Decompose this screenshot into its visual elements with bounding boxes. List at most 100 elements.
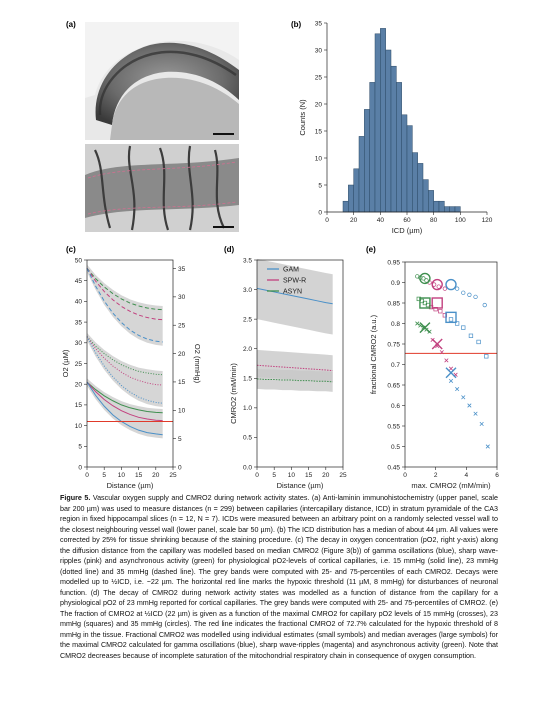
data-point-small bbox=[479, 421, 484, 427]
y-axis-title: fractional CMRO2 (a.u.) bbox=[369, 314, 378, 394]
x-tick-label: 80 bbox=[430, 217, 438, 224]
plot-frame bbox=[256, 259, 344, 468]
data-point-small bbox=[467, 403, 472, 408]
percentile-band bbox=[87, 332, 163, 407]
data-point-small bbox=[473, 411, 478, 416]
panel-label-e: (e) bbox=[366, 245, 376, 254]
data-point-median bbox=[419, 322, 431, 334]
x-axis-title: Distance (µm) bbox=[277, 481, 324, 490]
x-tick-label: 2 bbox=[434, 472, 438, 479]
y-tick-label: 40 bbox=[75, 299, 83, 306]
x-tick-label: 0 bbox=[325, 217, 329, 224]
legend-label: SPW-R bbox=[283, 278, 306, 285]
data-point-median bbox=[419, 272, 431, 285]
data-point-small bbox=[461, 395, 466, 400]
histogram-bar bbox=[396, 82, 402, 213]
histogram-bar bbox=[454, 206, 461, 213]
y-tick-label: 30 bbox=[315, 47, 323, 54]
y-tick-label: 35 bbox=[315, 20, 323, 27]
oxygen-curve bbox=[86, 268, 163, 321]
histogram-bar bbox=[428, 190, 434, 213]
figure-canvas: (a) (b) 0 20 40 60 80 100 12005101520253035ICD… bbox=[61, 20, 499, 490]
histogram-bar bbox=[380, 28, 386, 213]
y2-tick-label: 0 bbox=[178, 464, 182, 471]
histogram-bar bbox=[438, 200, 445, 213]
oxygen-curve bbox=[86, 381, 163, 422]
y-tick-label: 0.45 bbox=[387, 464, 400, 471]
data-point-small bbox=[454, 321, 460, 326]
data-point-small bbox=[467, 292, 472, 297]
x-tick-label: 6 bbox=[495, 472, 499, 479]
y-tick-label: 0.85 bbox=[387, 300, 400, 307]
data-point-small bbox=[438, 309, 443, 314]
panel-label-c: (c) bbox=[66, 245, 76, 254]
y-tick-label: 5 bbox=[318, 182, 322, 189]
y-tick-label: 15 bbox=[75, 402, 83, 409]
fractional-cmro2-chart: 0 2 4 6 0.45 0.5 0.55 0.6 0.65 0.7 0.75 0.8 0.85 0.9 0… bbox=[369, 259, 499, 490]
y-tick-label: 0.75 bbox=[387, 341, 400, 348]
plot-frame bbox=[404, 261, 498, 468]
x-tick-label: 5 bbox=[272, 472, 276, 479]
histogram-bar bbox=[444, 206, 450, 213]
y-tick-label: 0.7 bbox=[391, 362, 400, 369]
oxygen-curve bbox=[86, 336, 163, 404]
y-tick-label: 3.0 bbox=[243, 287, 252, 294]
y-tick-label: 20 bbox=[315, 101, 323, 108]
x-tick-label: 0 bbox=[403, 472, 407, 479]
histogram-bar bbox=[348, 184, 354, 213]
x-tick-label: 60 bbox=[403, 217, 411, 224]
x-tick-label: 0 bbox=[85, 472, 89, 479]
y-tick-label: 1.5 bbox=[243, 376, 252, 383]
data-point-median bbox=[445, 278, 457, 291]
y-tick-label: 15 bbox=[315, 128, 323, 135]
x-tick-label: 15 bbox=[305, 472, 313, 479]
data-point-small bbox=[448, 317, 454, 322]
data-point-small bbox=[448, 366, 454, 371]
oxygen-curve bbox=[86, 336, 163, 376]
data-point-median bbox=[445, 311, 457, 324]
data-point-small bbox=[461, 325, 466, 330]
histogram-bar bbox=[342, 200, 349, 213]
panel-label-a: (a) bbox=[66, 20, 76, 29]
y2-tick-label: 35 bbox=[178, 266, 186, 273]
x-tick-label: 15 bbox=[135, 472, 143, 479]
y-tick-label: 20 bbox=[75, 382, 83, 389]
y-tick-label: 0.0 bbox=[243, 464, 252, 471]
x-tick-label: 5 bbox=[102, 472, 106, 479]
x-tick-label: 20 bbox=[152, 472, 160, 479]
micrograph-upper bbox=[85, 22, 240, 140]
x-tick-label: 0 bbox=[255, 472, 259, 479]
y-tick-label: 0 bbox=[78, 464, 82, 471]
y-tick-label: 10 bbox=[75, 423, 83, 430]
data-point-small bbox=[485, 444, 490, 449]
y-tick-label: 0.5 bbox=[243, 435, 252, 442]
histogram-chart: 0 20 40 60 80 100 120 0 5 10 15 20 25 30 35 ICD (µm) Cou… bbox=[298, 20, 493, 235]
data-point-median bbox=[445, 367, 457, 379]
x-tick-label: 100 bbox=[455, 217, 466, 224]
data-point-small bbox=[436, 284, 441, 289]
y-tick-label: 1.0 bbox=[243, 405, 252, 412]
y-tick-label: 25 bbox=[315, 74, 323, 81]
data-point-small bbox=[442, 286, 448, 291]
y2-tick-label: 15 bbox=[178, 379, 186, 386]
histogram-bar bbox=[353, 168, 360, 213]
cmro2-curve bbox=[256, 378, 333, 383]
data-point-median bbox=[431, 338, 443, 350]
percentile-band bbox=[87, 264, 163, 346]
data-point-small bbox=[484, 354, 489, 359]
data-point-small bbox=[454, 286, 460, 291]
panel-label-d: (d) bbox=[224, 245, 235, 254]
data-point-small bbox=[482, 302, 487, 308]
x-tick-label: 25 bbox=[169, 472, 177, 479]
y-tick-label: 0.9 bbox=[391, 280, 400, 287]
y-tick-label: 25 bbox=[75, 361, 83, 368]
cmro2-curve bbox=[256, 364, 333, 372]
y-tick-label: 30 bbox=[75, 340, 83, 347]
histogram-bar bbox=[422, 179, 429, 213]
oxygen-curve bbox=[86, 336, 163, 386]
data-point-small bbox=[424, 278, 429, 283]
legend-label: GAM bbox=[283, 267, 299, 274]
data-point-small bbox=[476, 339, 481, 345]
data-point-small bbox=[468, 333, 474, 338]
data-point-small bbox=[461, 290, 466, 295]
